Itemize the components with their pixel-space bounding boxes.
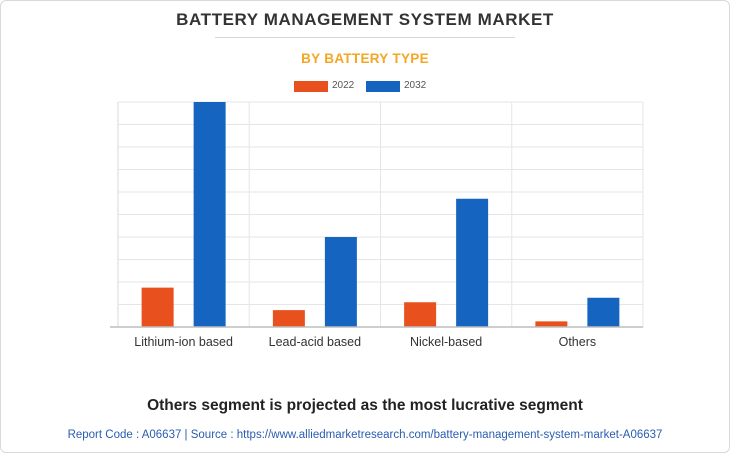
x-tick-label: Nickel-based bbox=[410, 335, 482, 349]
bar-2022-others bbox=[535, 321, 568, 327]
bar-2032-others bbox=[587, 297, 620, 327]
x-tick-label: Lithium-ion based bbox=[134, 335, 233, 349]
legend-label-2022: 2022 bbox=[332, 80, 355, 91]
footer-source: Report Code : A06637 | Source : https://… bbox=[67, 429, 663, 441]
title-divider bbox=[215, 37, 515, 38]
x-tick-label: Others bbox=[559, 335, 597, 349]
legend-swatch-2032 bbox=[366, 81, 400, 92]
legend-swatch-2022 bbox=[294, 81, 328, 92]
legend-label-2032: 2032 bbox=[404, 80, 427, 91]
chart-subtitle: BY BATTERY TYPE bbox=[301, 51, 429, 66]
x-tick-label: Lead-acid based bbox=[269, 335, 361, 349]
bar-2022-lithium-ion-based bbox=[141, 287, 174, 327]
bar-2032-lead-acid-based bbox=[324, 237, 357, 327]
bar-2022-nickel-based bbox=[404, 302, 437, 327]
footer-headline: Others segment is projected as the most … bbox=[147, 397, 583, 414]
bar-2022-lead-acid-based bbox=[272, 310, 305, 327]
chart-title: BATTERY MANAGEMENT SYSTEM MARKET bbox=[176, 10, 554, 29]
bar-2032-nickel-based bbox=[456, 198, 489, 327]
legend: 2022 2032 bbox=[0, 79, 730, 95]
bar-2032-lithium-ion-based bbox=[193, 102, 226, 327]
